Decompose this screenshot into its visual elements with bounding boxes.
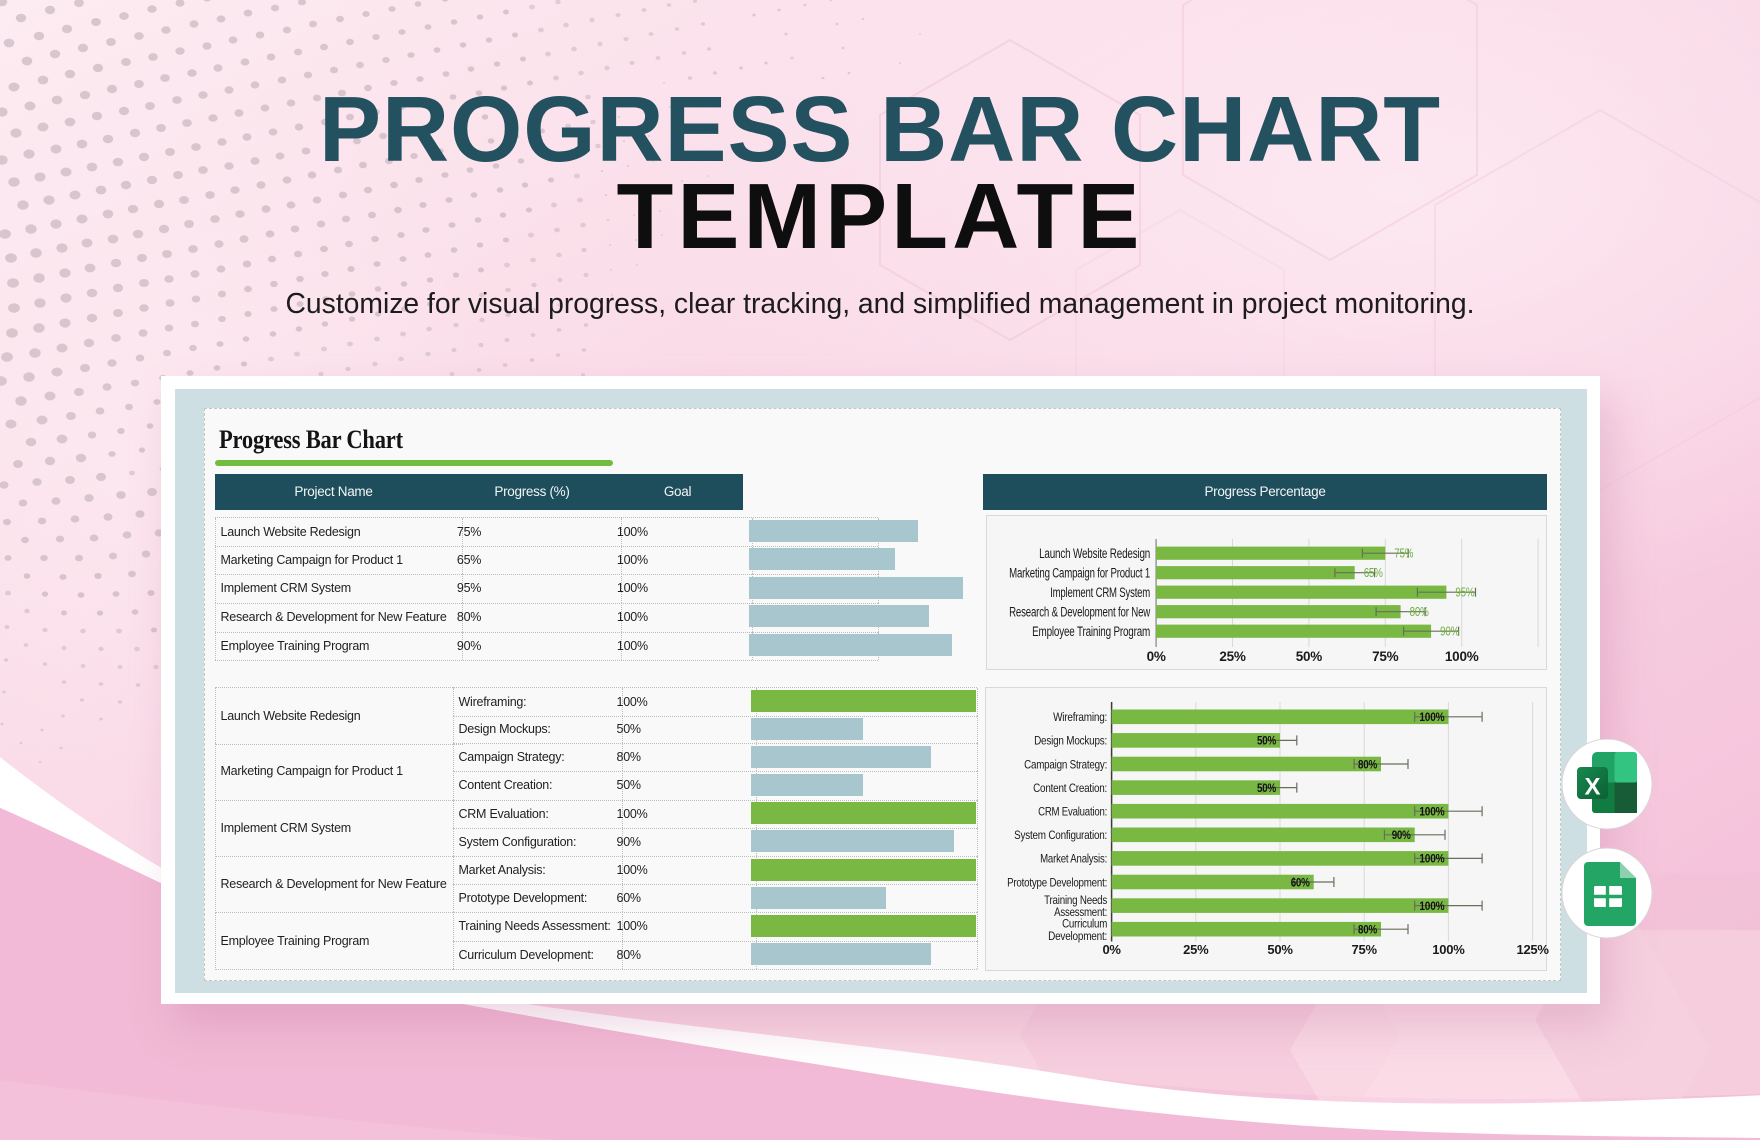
svg-text:0%: 0%: [1146, 649, 1165, 664]
svg-text:50%: 50%: [1295, 649, 1322, 664]
svg-text:Implement CRM System: Implement CRM System: [1050, 585, 1150, 600]
svg-text:50%: 50%: [1257, 733, 1276, 747]
svg-text:125%: 125%: [1516, 942, 1549, 957]
svg-text:Development:: Development:: [1048, 928, 1107, 942]
svg-text:50%: 50%: [1267, 942, 1293, 957]
svg-text:Curriculum: Curriculum: [1062, 916, 1107, 930]
svg-text:75%: 75%: [1394, 545, 1414, 560]
svg-text:60%: 60%: [1290, 875, 1309, 889]
svg-text:90%: 90%: [1440, 623, 1460, 638]
svg-text:Launch Website Redesign: Launch Website Redesign: [1039, 546, 1150, 561]
svg-text:Wireframing:: Wireframing:: [1053, 710, 1107, 724]
svg-text:100%: 100%: [1419, 710, 1444, 724]
svg-text:95%: 95%: [1455, 584, 1475, 599]
svg-text:25%: 25%: [1219, 649, 1246, 664]
svg-text:65%: 65%: [1363, 565, 1383, 580]
svg-text:100%: 100%: [1419, 851, 1444, 865]
svg-text:Prototype Development:: Prototype Development:: [1007, 875, 1107, 889]
svg-text:CRM Evaluation:: CRM Evaluation:: [1038, 804, 1107, 818]
svg-text:Campaign Strategy:: Campaign Strategy:: [1024, 757, 1107, 771]
svg-text:80%: 80%: [1358, 922, 1377, 936]
svg-text:90%: 90%: [1391, 828, 1410, 842]
svg-text:25%: 25%: [1183, 942, 1209, 957]
svg-text:Design Mockups:: Design Mockups:: [1034, 733, 1107, 747]
svg-text:100%: 100%: [1445, 649, 1479, 664]
svg-text:Employee Training Program: Employee Training Program: [1032, 624, 1150, 639]
svg-text:100%: 100%: [1419, 804, 1444, 818]
svg-text:Training Needs: Training Needs: [1044, 892, 1107, 906]
svg-text:80%: 80%: [1409, 604, 1429, 619]
svg-text:80%: 80%: [1358, 757, 1377, 771]
svg-text:50%: 50%: [1257, 781, 1276, 795]
svg-text:X: X: [1584, 774, 1600, 801]
svg-text:Research & Development for New: Research & Development for New: [1009, 604, 1150, 619]
svg-text:Content Creation:: Content Creation:: [1033, 781, 1107, 795]
svg-text:Assessment:: Assessment:: [1054, 905, 1107, 919]
svg-text:Marketing Campaign for Product: Marketing Campaign for Product 1: [1009, 565, 1150, 580]
svg-text:Market Analysis:: Market Analysis:: [1040, 851, 1107, 865]
svg-text:100%: 100%: [1432, 942, 1465, 957]
svg-text:0%: 0%: [1102, 942, 1121, 957]
svg-text:75%: 75%: [1372, 649, 1399, 664]
svg-text:System Configuration:: System Configuration:: [1014, 828, 1107, 842]
svg-text:100%: 100%: [1419, 899, 1444, 913]
svg-text:75%: 75%: [1351, 942, 1377, 957]
